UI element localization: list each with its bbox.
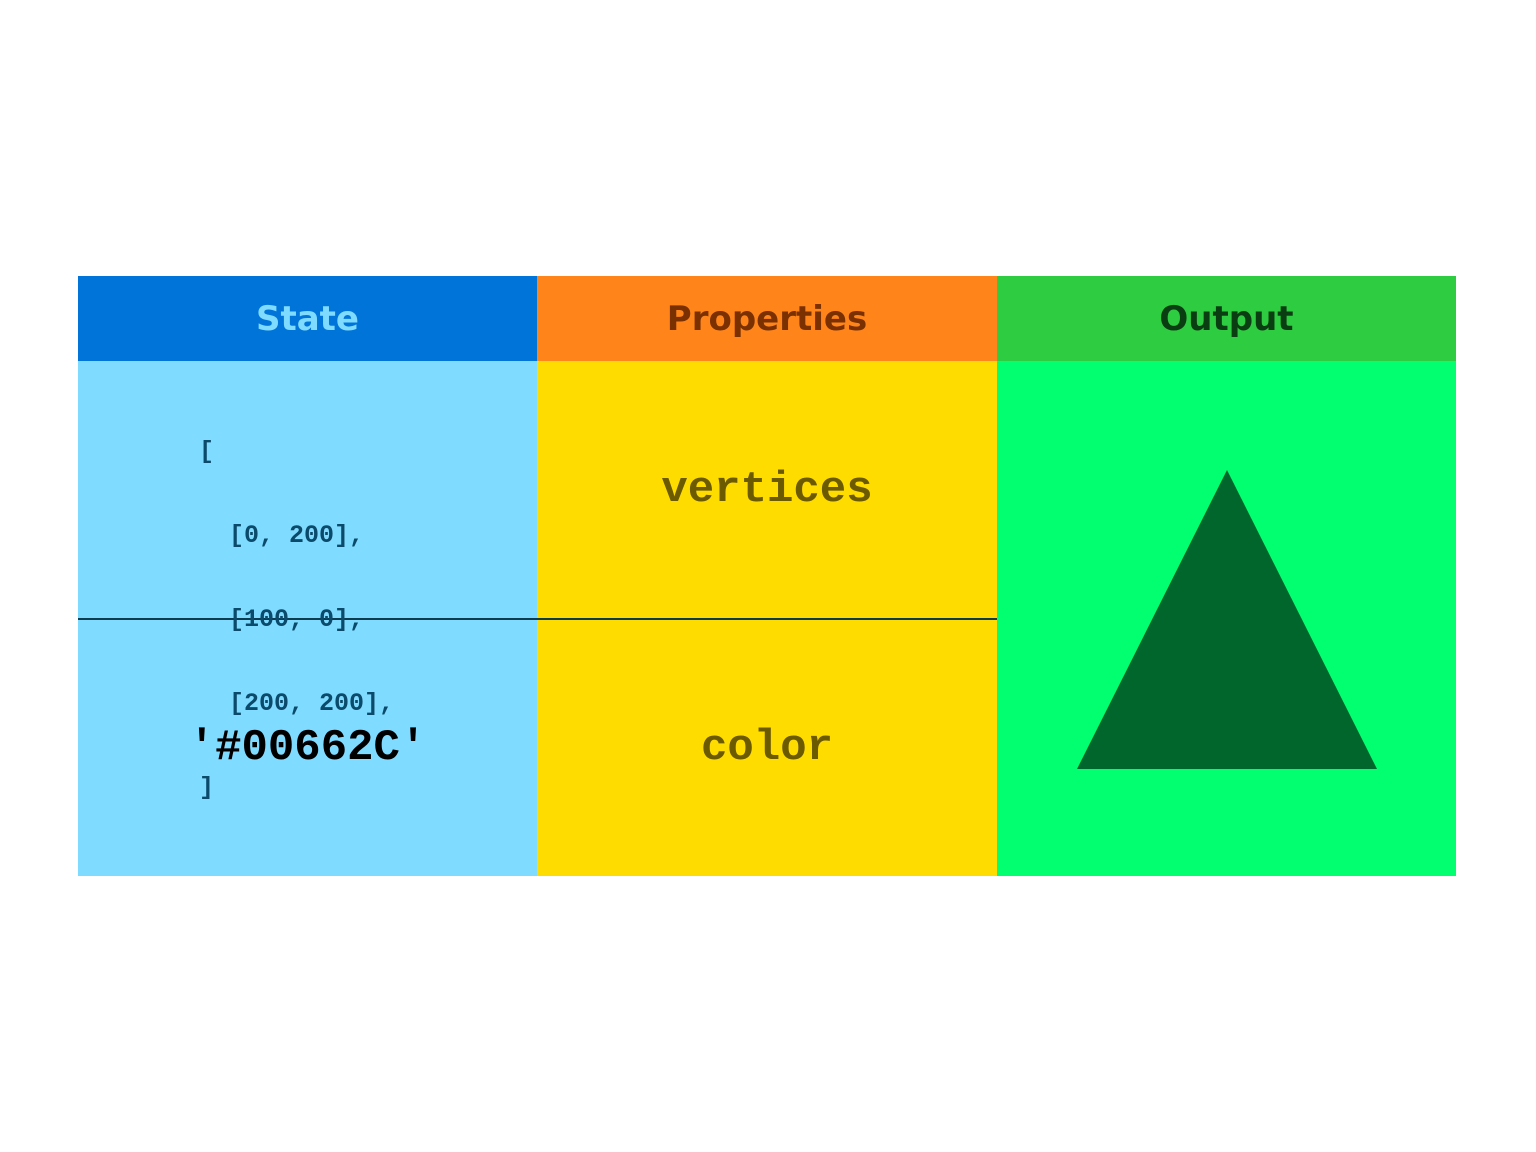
triangle (1077, 470, 1377, 769)
code-line: ] (199, 773, 215, 802)
code-line: [ (199, 437, 215, 466)
property-vertices: vertices (661, 464, 873, 515)
property-color: color (700, 723, 834, 773)
code-line: [0, 200], (199, 521, 365, 550)
header-output: Output (997, 276, 1456, 361)
code-line: [100, 0], (199, 605, 365, 634)
header-properties: Properties (537, 276, 997, 361)
header-state: State (78, 276, 537, 361)
code-line: [200, 200], (199, 689, 395, 718)
row-divider (78, 618, 997, 620)
vertices-code: [ [0, 200], [100, 0], [200, 200], ] (199, 389, 394, 851)
color-value: '#00662C' (188, 723, 427, 773)
output-svg (1077, 470, 1377, 769)
